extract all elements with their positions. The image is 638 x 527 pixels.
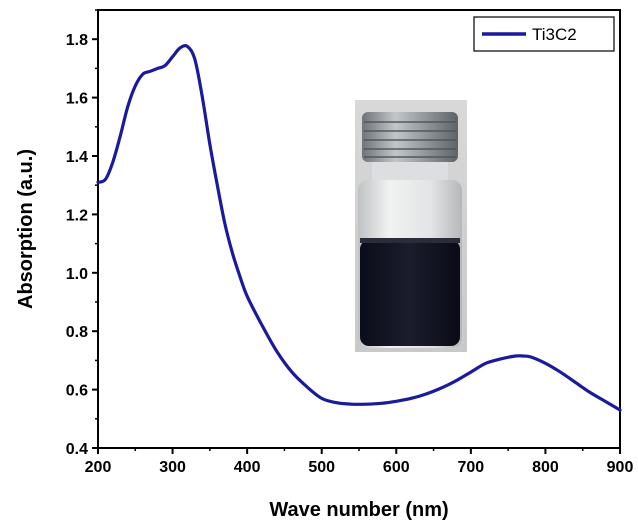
y-tick-label: 1.6 [66,91,88,108]
cap-threads [364,121,456,158]
y-tick-label: 1.8 [66,32,88,49]
x-tick-label: 500 [308,459,335,476]
y-tick-label: 1.4 [66,149,88,166]
y-tick-label: 0.6 [66,383,88,400]
series-line-ti3c2 [96,44,622,412]
x-tick-label: 200 [85,459,112,476]
y-axis: 0.4 0.6 0.8 1.0 1.2 1.4 1.6 1.8 [66,9,98,458]
vial-neck [372,162,448,182]
y-tick-label: 0.8 [66,324,88,341]
x-tick-label: 600 [383,459,410,476]
inset-vial-photo [355,100,467,352]
y-tick-label: 1.2 [66,207,88,224]
x-tick-label: 700 [458,459,485,476]
x-tick-label: 300 [159,459,186,476]
liquid-meniscus [360,238,460,243]
vial-liquid [360,240,460,346]
x-tick-label: 400 [234,459,261,476]
x-tick-label: 800 [532,459,559,476]
x-tick-label: 900 [607,459,634,476]
legend-label: Ti3C2 [532,25,577,44]
x-axis: 200 300 400 500 600 700 800 900 [85,448,634,476]
y-tick-label: 1.0 [66,266,88,283]
y-axis-title: Absorption (a.u.) [15,149,37,309]
x-axis-title: Wave number (nm) [269,499,448,521]
legend: Ti3C2 [473,16,615,52]
y-tick-label: 0.4 [66,441,88,458]
vial-cap [362,112,458,162]
